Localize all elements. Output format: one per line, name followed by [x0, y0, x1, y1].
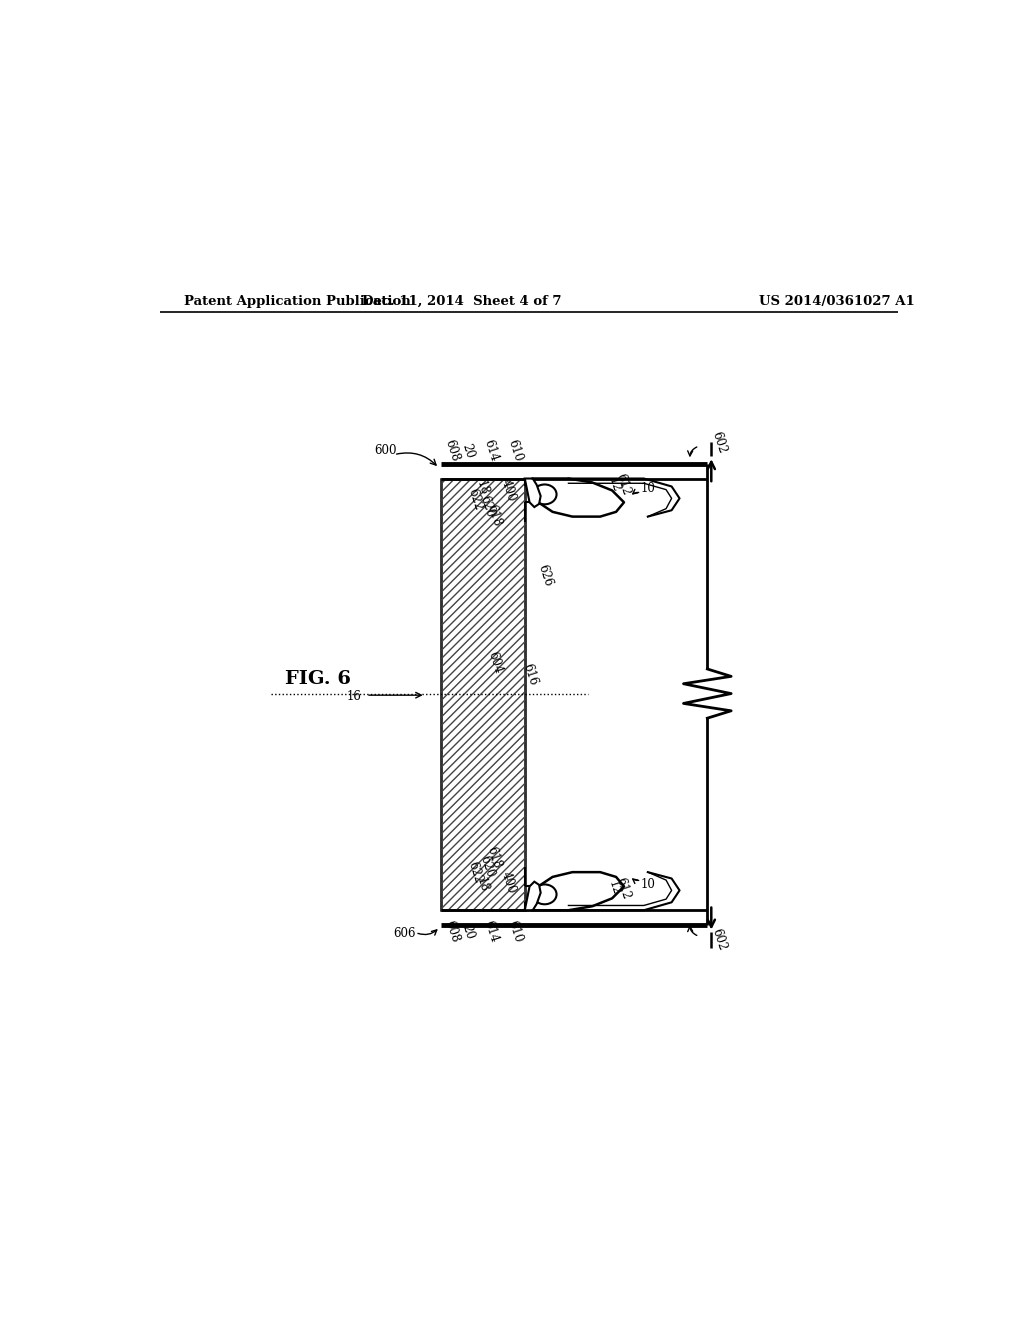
Ellipse shape: [532, 884, 557, 904]
Text: 602: 602: [710, 927, 729, 952]
Text: FIG. 6: FIG. 6: [286, 669, 351, 688]
Text: 614: 614: [482, 438, 501, 463]
Text: US 2014/0361027 A1: US 2014/0361027 A1: [759, 296, 914, 308]
Text: 606: 606: [393, 927, 416, 940]
Text: 608: 608: [442, 919, 462, 944]
Text: 12: 12: [606, 475, 623, 494]
Text: Patent Application Publication: Patent Application Publication: [183, 296, 411, 308]
Text: 10: 10: [640, 878, 655, 891]
Text: 18: 18: [473, 479, 490, 498]
Text: 600: 600: [375, 445, 397, 457]
Text: Dec. 11, 2014  Sheet 4 of 7: Dec. 11, 2014 Sheet 4 of 7: [361, 296, 561, 308]
Ellipse shape: [532, 484, 557, 504]
Text: 16: 16: [347, 690, 361, 704]
Text: 602: 602: [710, 430, 729, 455]
Text: 400: 400: [500, 870, 518, 895]
Text: 400: 400: [500, 478, 518, 503]
Text: 20: 20: [459, 442, 476, 459]
Polygon shape: [524, 882, 541, 911]
Text: 20: 20: [459, 923, 476, 941]
Text: 604: 604: [485, 649, 505, 676]
Polygon shape: [441, 479, 524, 911]
Text: 610: 610: [506, 438, 525, 463]
Text: 12: 12: [606, 879, 623, 898]
Text: 616: 616: [521, 661, 540, 688]
Text: 610: 610: [506, 919, 525, 944]
Text: 620: 620: [478, 854, 497, 879]
Text: 612: 612: [613, 473, 633, 498]
Text: 10: 10: [640, 482, 655, 495]
Text: 18: 18: [473, 875, 490, 894]
Text: 622: 622: [465, 487, 484, 512]
Text: 626: 626: [535, 562, 554, 587]
Text: 622: 622: [465, 861, 484, 886]
Text: 618: 618: [484, 845, 504, 870]
Text: 608: 608: [442, 438, 462, 463]
Polygon shape: [524, 479, 541, 507]
Text: 620: 620: [478, 494, 497, 519]
Text: 614: 614: [482, 919, 501, 944]
Text: 612: 612: [613, 875, 633, 900]
Text: 618: 618: [484, 503, 504, 528]
